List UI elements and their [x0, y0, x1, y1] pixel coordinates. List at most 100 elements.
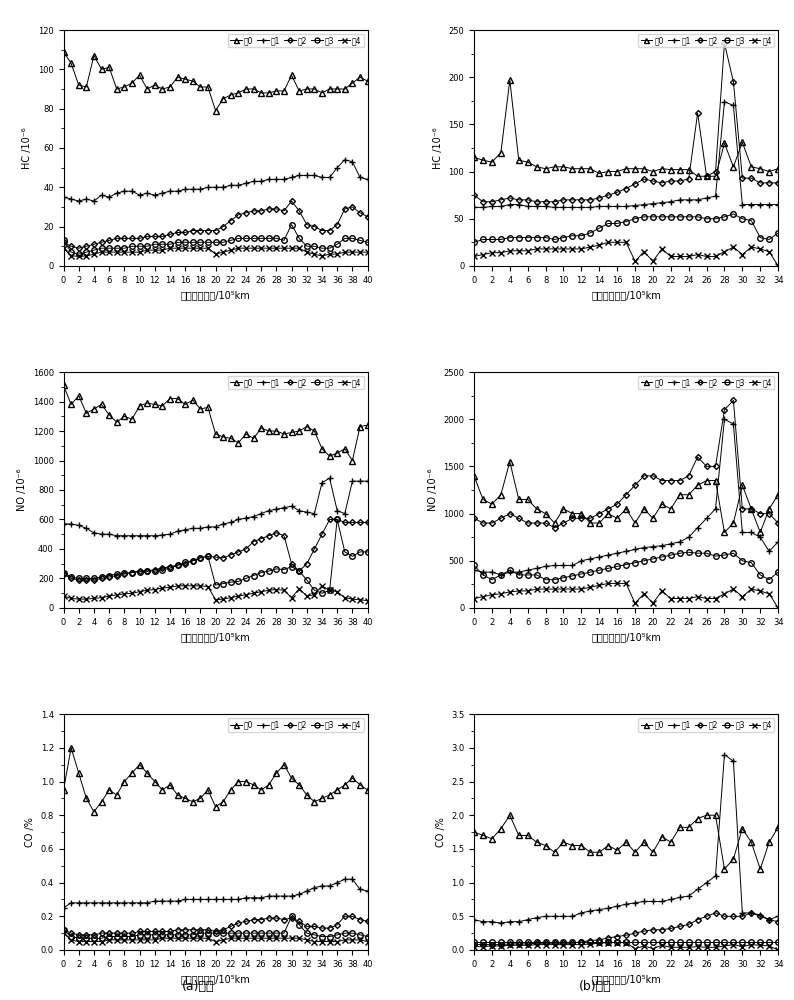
国3 [310, 929, 319, 941]
国2 [318, 922, 327, 934]
国3 [120, 242, 129, 254]
国4 [363, 595, 372, 607]
Y-axis label: NO /10⁻⁶: NO /10⁻⁶ [428, 469, 437, 511]
国2 [675, 475, 684, 487]
国1 [595, 551, 604, 563]
国0 [765, 836, 774, 848]
国2 [188, 225, 198, 237]
国0 [765, 166, 774, 178]
国2 [355, 914, 364, 926]
国2 [630, 479, 640, 491]
Line: 国1: 国1 [472, 416, 781, 578]
国0 [355, 779, 364, 791]
国4 [279, 932, 289, 944]
国0 [657, 831, 667, 843]
国4 [180, 580, 190, 592]
Line: 国1: 国1 [61, 475, 370, 538]
国4 [693, 941, 703, 953]
国0 [363, 419, 372, 431]
国4 [469, 941, 479, 953]
国0 [97, 398, 106, 410]
国2 [693, 107, 703, 119]
国0 [355, 421, 364, 433]
国4 [585, 938, 595, 950]
国1 [630, 897, 640, 909]
国3 [363, 931, 372, 943]
国4 [469, 250, 479, 262]
Y-axis label: NO /10⁻⁶: NO /10⁻⁶ [17, 469, 27, 511]
国4 [568, 243, 577, 255]
国2 [523, 517, 533, 529]
国0 [657, 163, 667, 175]
国3 [74, 932, 83, 944]
国2 [82, 240, 91, 252]
国3 [340, 546, 349, 558]
国4 [505, 939, 515, 951]
国0 [348, 77, 357, 89]
国1 [505, 916, 515, 928]
国3 [97, 242, 106, 254]
国1 [702, 192, 711, 204]
国0 [585, 846, 595, 858]
国2 [639, 470, 649, 482]
国2 [272, 203, 281, 215]
国0 [295, 425, 304, 437]
国1 [603, 200, 613, 212]
国2 [576, 194, 586, 206]
国4 [496, 588, 506, 600]
国0 [505, 456, 515, 468]
国3 [59, 234, 68, 246]
国4 [318, 580, 327, 592]
国2 [233, 546, 243, 558]
国3 [630, 213, 640, 225]
国0 [150, 776, 160, 788]
国3 [585, 936, 595, 948]
国0 [203, 401, 213, 413]
国3 [603, 217, 613, 229]
国0 [719, 526, 729, 538]
国0 [348, 455, 357, 467]
国2 [256, 914, 266, 926]
国0 [348, 772, 357, 784]
国1 [603, 902, 613, 914]
国0 [595, 846, 604, 858]
国4 [622, 577, 631, 589]
国2 [59, 568, 68, 580]
国0 [711, 170, 720, 182]
国4 [256, 242, 266, 254]
国2 [657, 177, 667, 189]
国4 [318, 250, 327, 262]
国2 [241, 915, 251, 927]
国1 [340, 873, 349, 885]
国2 [666, 475, 676, 487]
国3 [505, 232, 515, 244]
国3 [241, 927, 251, 939]
国1 [165, 895, 175, 907]
国4 [318, 936, 327, 948]
国1 [241, 892, 251, 904]
国3 [67, 571, 76, 583]
国4 [340, 246, 349, 258]
国3 [532, 232, 542, 244]
国2 [505, 192, 515, 204]
国3 [325, 584, 334, 596]
国0 [195, 792, 205, 804]
国4 [203, 932, 213, 944]
国2 [585, 194, 595, 206]
国3 [496, 936, 506, 948]
国0 [603, 508, 613, 520]
国1 [514, 566, 523, 578]
国1 [173, 525, 183, 537]
国3 [104, 242, 114, 254]
国1 [150, 189, 160, 201]
国3 [249, 232, 258, 244]
国1 [279, 502, 289, 514]
国2 [630, 178, 640, 190]
国1 [576, 201, 586, 213]
国0 [135, 69, 145, 81]
国0 [746, 503, 756, 515]
国2 [755, 508, 765, 520]
国4 [157, 582, 167, 594]
国3 [272, 563, 281, 575]
国0 [666, 503, 676, 515]
